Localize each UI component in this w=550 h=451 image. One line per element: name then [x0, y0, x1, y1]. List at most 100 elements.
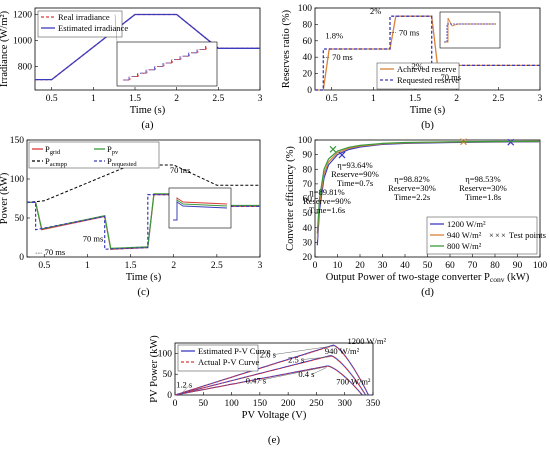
curve-label-700: 700 W/m² [336, 377, 371, 387]
x-axis-label-a: Time (s) [130, 105, 166, 116]
y-tick-label-d: 80 [303, 165, 313, 175]
x-tick-label-e: 0 [173, 399, 178, 409]
efficiency-annotation-2: η=89.81% Reserve=90% Time=1.6s [303, 187, 351, 215]
x-tick-label-c: 2.5 [211, 261, 223, 271]
pv-curve-estimated-700 [174, 365, 363, 396]
efficiency-curve [316, 140, 541, 234]
axes-frame-e [174, 342, 374, 396]
y-tick-label-d: 70 [303, 180, 313, 190]
annotation-time: Time=0.7s [337, 178, 373, 188]
x-tick-label-d: 20 [355, 261, 365, 271]
legend-d-entry: 1200 W/m² [447, 219, 486, 229]
y-tick-label-b: 0 [307, 86, 312, 96]
y-tick-label-d: 60 [303, 195, 313, 205]
annotation-delay-1: 70 ms [45, 247, 66, 257]
legend-sub-text: acmpp [50, 161, 67, 168]
y-tick-label-d: 90 [303, 151, 313, 161]
y-axis-label-a: Irradiance (W/m²) [0, 10, 10, 87]
zoom-step-real [158, 63, 165, 67]
x-tick-label-d: 60 [445, 261, 455, 271]
y-tick-label-c: 150 [10, 136, 25, 146]
time-label-1: 2.0 s [260, 350, 276, 360]
y-tick-label-c: 100 [10, 175, 25, 185]
legend-main-text: P [107, 144, 112, 154]
annotation-delay-3: 70 ms [441, 72, 462, 82]
zoom-step-real [183, 52, 190, 57]
efficiency-annotation-3: η=98.82% Reserve=30% Time=2.2s [388, 174, 436, 202]
y-tick-label-e: 50 [163, 370, 173, 380]
legend-c-entry: Pgrid [45, 144, 61, 156]
x-tick-label-e: 100 [224, 399, 239, 409]
x-tick-label-a: 2.5 [212, 94, 224, 104]
legend-test-marker-3: × [501, 230, 506, 240]
legend-d-entry: 800 W/m² [447, 241, 482, 251]
test-point-marker [338, 151, 346, 159]
x-tick-label-a: 0.5 [46, 94, 58, 104]
x-tick-label-b: 2 [454, 94, 459, 104]
x-axis-label-unit: (kW) [504, 272, 529, 283]
legend-test-points-label: Test points [509, 230, 546, 240]
legend-e-entry: Estimated P-V Curve [198, 346, 271, 356]
time-arrow [259, 366, 327, 381]
x-tick-label-a: 3 [258, 94, 263, 104]
panel-b: 0.5 1 1.5 2 2.5 3 0 20 40 60 80 100 Time (s) Reserves… [281, 4, 543, 131]
annotation-overshoot-2: 2% [370, 6, 381, 16]
x-tick-label-a: 1 [91, 94, 96, 104]
annotation-delay-3: 70 ms [170, 165, 191, 175]
annotation-eta: η=93.64% [337, 160, 372, 170]
x-tick-label-d: 50 [423, 261, 433, 271]
y-tick-label-c: 50 [15, 214, 25, 224]
x-tick-label-b: 3 [538, 94, 543, 104]
curve-label-1200: 1200 W/m² [348, 336, 387, 346]
y-tick-label-b: 80 [303, 20, 313, 30]
legend-a-entry: Real irradiance [58, 12, 110, 22]
panel-c: 0.5 1 1.5 2 2.5 3 0 50 100 150 Time (s) Power (kW) (… [0, 136, 263, 298]
annotation-delay-1: 70 ms [332, 52, 353, 62]
y-tick-label-c: 0 [19, 253, 24, 263]
x-tick-label-a: 2 [174, 94, 179, 104]
y-tick-label-a: 1200 [13, 11, 32, 21]
time-arrow [273, 345, 334, 355]
x-tick-label-d: 90 [513, 261, 523, 271]
x-tick-label-e: 250 [309, 399, 324, 409]
x-tick-label-e: 50 [199, 399, 209, 409]
legend-a-entry: Estimated irradiance [58, 23, 128, 33]
legend-c-entry: Ppv [107, 144, 119, 156]
zoom-step-real [132, 73, 139, 77]
time-label-3: 0.4 s [298, 369, 314, 379]
x-tick-label-e: 300 [338, 399, 353, 409]
legend-a-frame [37, 10, 123, 38]
axes-frame-b [314, 7, 541, 91]
legend-e-entry: Actual P-V Curve [198, 357, 259, 367]
annotation-eta: η=89.81% [309, 187, 344, 197]
annotation-time: Time=2.2s [394, 192, 430, 202]
y-tick-label-e: 100 [158, 349, 173, 359]
x-tick-label-d: 100 [533, 261, 548, 271]
x-tick-label-d: 10 [333, 261, 343, 271]
pv-curve-actual-940 [174, 355, 366, 396]
panel-caption-e: (e) [268, 434, 281, 446]
y-tick-label-a: 800 [18, 63, 33, 73]
panel-caption-d: (d) [421, 286, 434, 298]
y-tick-label-b: 40 [303, 53, 313, 63]
zoom-step-real [124, 76, 131, 81]
x-tick-label-b: 1.5 [409, 94, 421, 104]
x-tick-label-e: 150 [253, 399, 268, 409]
x-tick-label-c: 3 [258, 261, 263, 271]
legend-c-entry: Prequested [107, 156, 137, 168]
legend-b-entry: Achieved reserve [397, 64, 456, 74]
annotation-time: Time=1.8s [465, 192, 501, 202]
pv-curve-actual-1200 [174, 345, 368, 396]
x-axis-label-e: PV Voltage (V) [242, 410, 307, 421]
time-arrow [180, 384, 191, 395]
x-tick-label-e: 200 [281, 399, 296, 409]
time-label-5: 1.2 s [176, 380, 192, 390]
y-axis-label-e: PV Power (kW) [149, 335, 160, 403]
x-axis-label-main: Output Power of two-stage converter P [326, 272, 490, 283]
series-line-estimated-irradiance [35, 13, 260, 81]
time-arrow [312, 367, 327, 375]
legend-e-frame [177, 344, 259, 372]
annotation-eta: η=98.82% [394, 174, 429, 184]
curve-label-940: 940 W/m² [325, 346, 360, 356]
